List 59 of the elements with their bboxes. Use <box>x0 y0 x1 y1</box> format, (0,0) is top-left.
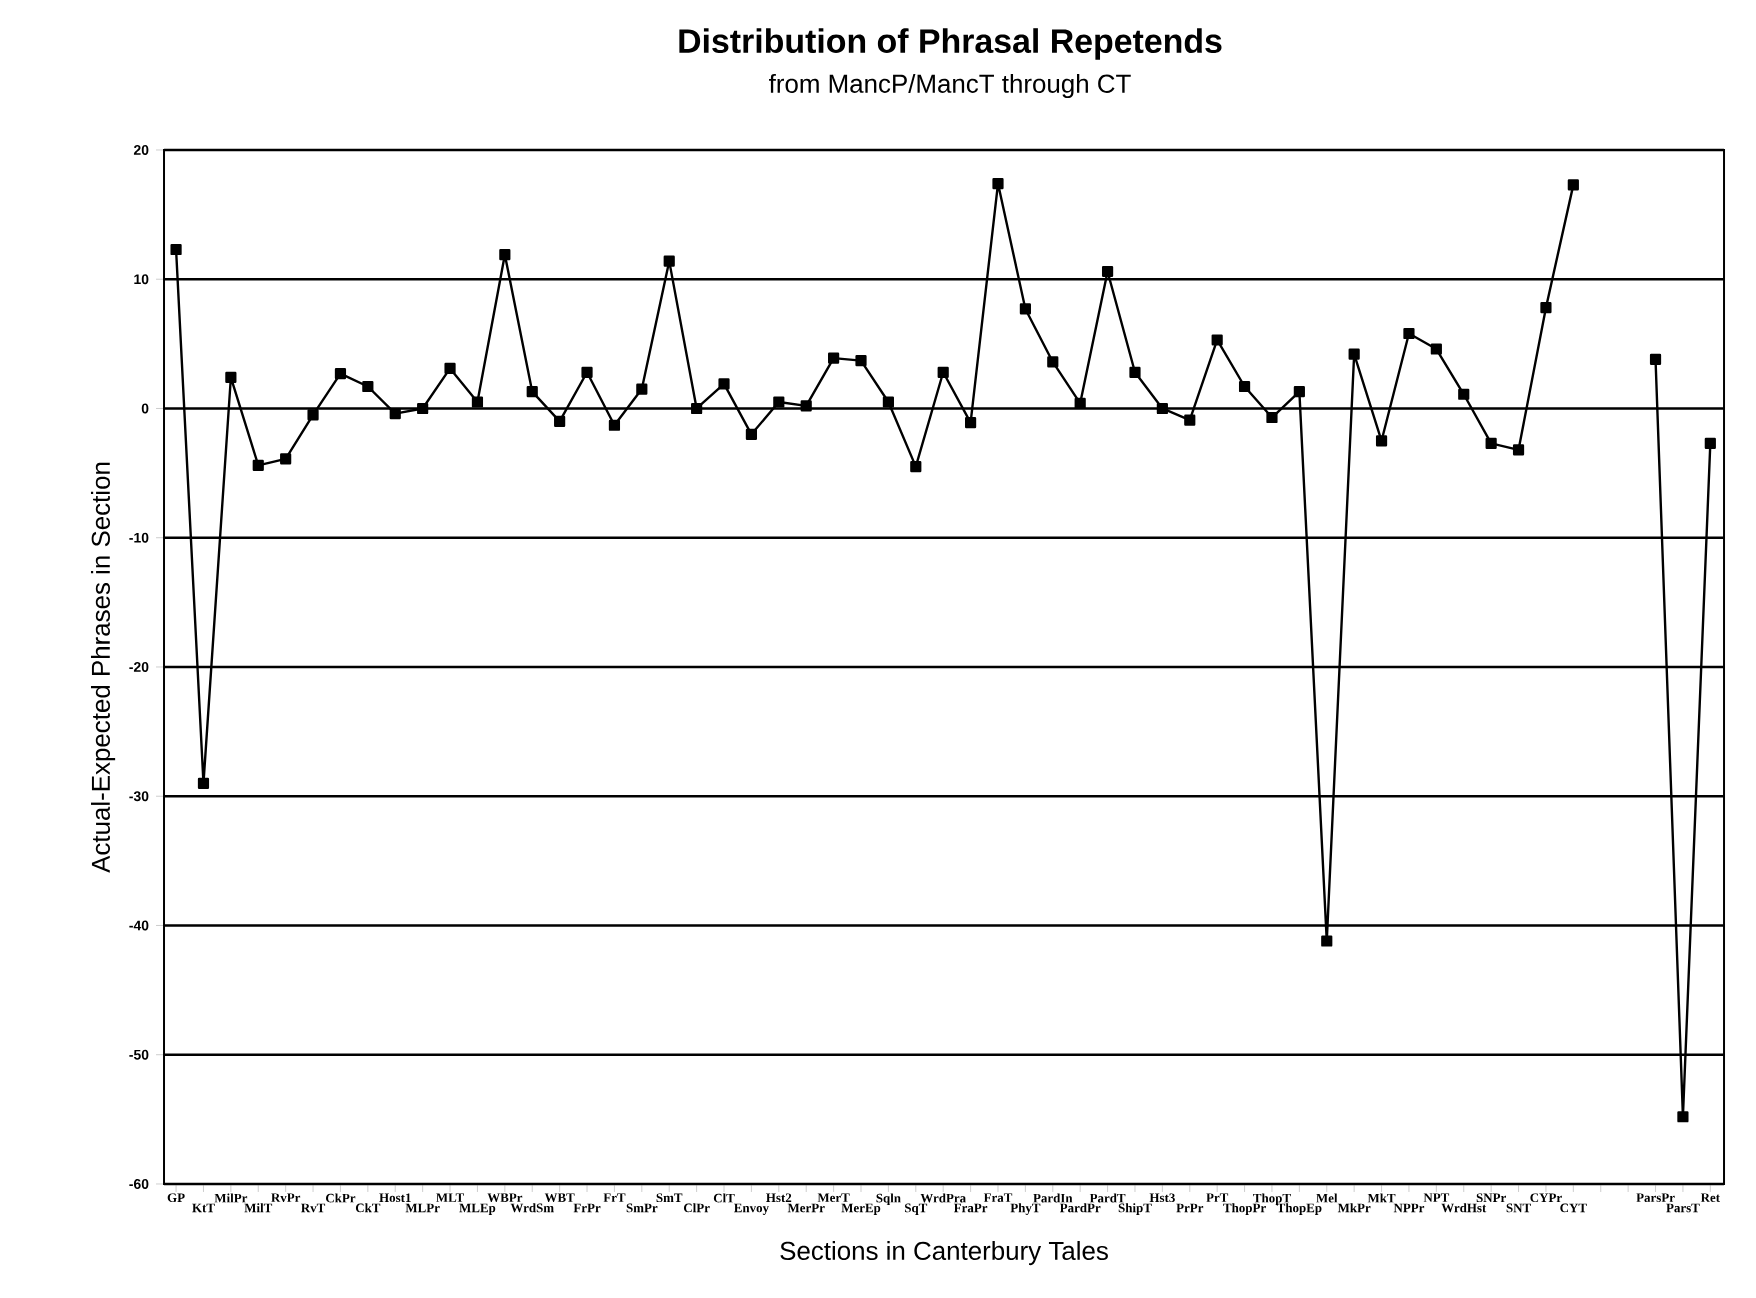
point <box>1704 437 1716 449</box>
point <box>965 417 977 429</box>
point <box>362 380 374 393</box>
x-axis-title: Sections in Canterbury Tales <box>780 1241 1108 1266</box>
point <box>855 355 867 367</box>
point <box>718 378 730 390</box>
point <box>1430 343 1442 355</box>
point <box>1019 303 1031 315</box>
y-axis-title: Actual-Expected Phrases in Section <box>90 462 116 873</box>
point <box>170 243 182 256</box>
point <box>1458 388 1470 400</box>
point <box>1238 380 1251 393</box>
point <box>1649 353 1662 365</box>
point <box>1403 327 1415 340</box>
point <box>389 408 401 420</box>
point <box>444 362 456 375</box>
point <box>937 366 949 378</box>
point <box>1184 414 1196 426</box>
point <box>1074 397 1086 409</box>
point <box>691 402 703 415</box>
point <box>499 249 511 261</box>
point <box>252 459 264 471</box>
point <box>197 777 210 789</box>
point <box>1266 411 1278 424</box>
point <box>910 461 922 473</box>
point <box>1047 356 1059 368</box>
point <box>581 366 593 378</box>
point <box>1677 1111 1689 1123</box>
point <box>1293 386 1305 398</box>
point <box>1156 402 1168 415</box>
point <box>882 396 894 408</box>
point <box>334 367 347 380</box>
point <box>663 255 675 267</box>
chart-subtitle: from MancP/MancT through CT <box>769 73 1131 99</box>
point <box>1101 265 1114 278</box>
point <box>773 396 785 408</box>
point <box>554 415 566 427</box>
point <box>307 409 319 421</box>
point <box>1375 435 1388 447</box>
point <box>1485 437 1497 449</box>
point <box>1348 348 1360 360</box>
point <box>992 177 1004 190</box>
point <box>828 352 840 364</box>
chart-title: Distribution of Phrasal Repetends <box>679 28 1222 60</box>
point <box>1567 179 1579 191</box>
point <box>471 396 484 408</box>
point <box>280 453 292 465</box>
point <box>608 419 621 431</box>
point <box>417 402 429 415</box>
point <box>1129 366 1141 378</box>
point <box>1321 935 1333 947</box>
point <box>1540 302 1552 314</box>
point <box>526 386 538 398</box>
point <box>1512 444 1525 456</box>
point <box>1211 334 1223 346</box>
point <box>745 428 758 440</box>
point <box>225 371 237 384</box>
point <box>636 383 648 395</box>
point <box>800 400 812 412</box>
